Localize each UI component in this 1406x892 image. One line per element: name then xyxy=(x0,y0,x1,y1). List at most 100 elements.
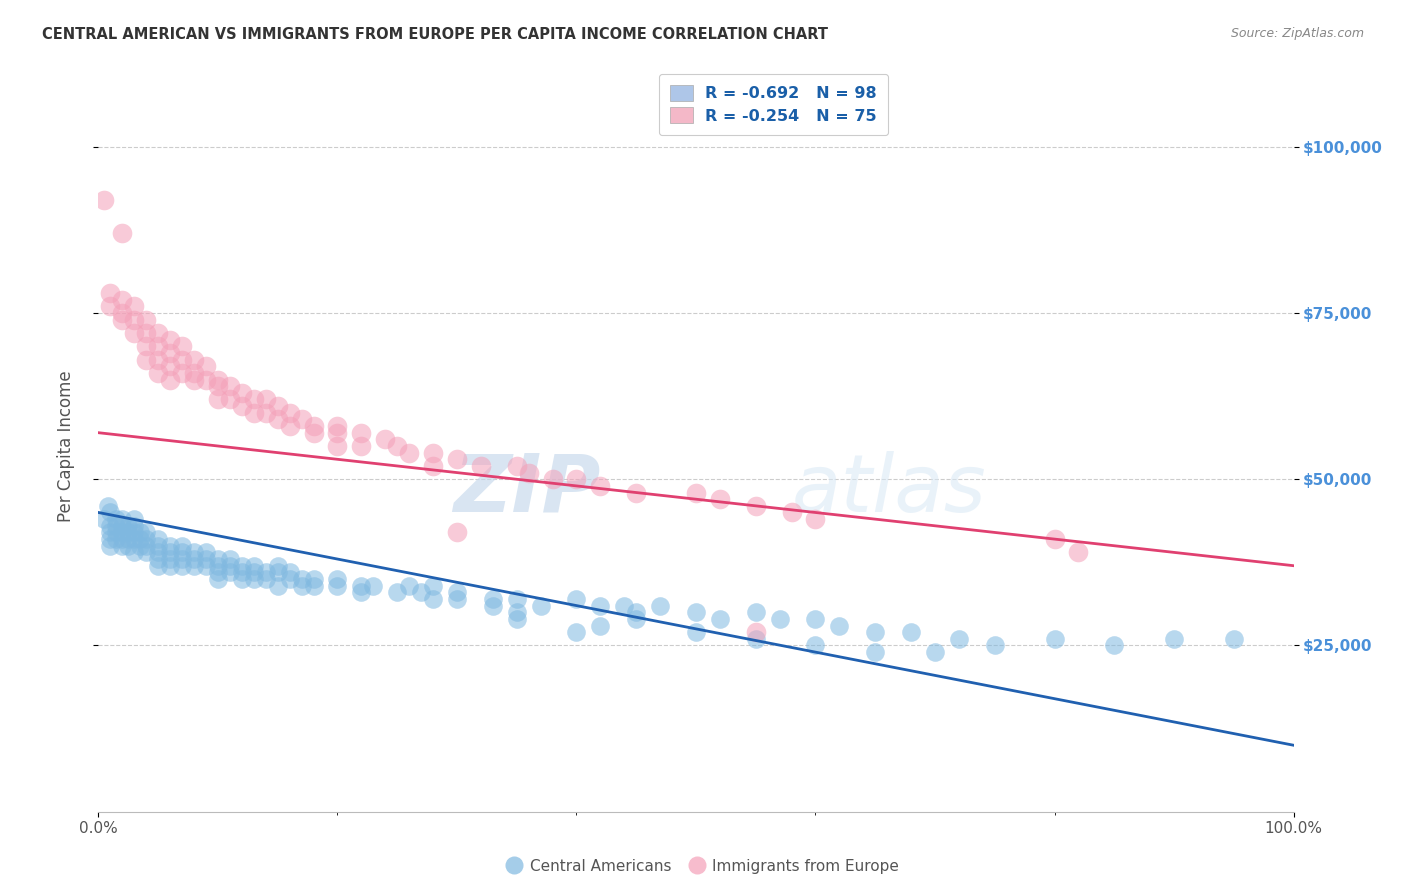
Point xyxy=(900,625,922,640)
Point xyxy=(446,591,468,606)
Point xyxy=(411,585,433,599)
Point xyxy=(183,545,205,559)
Point xyxy=(219,558,242,573)
Point xyxy=(135,532,157,546)
Point xyxy=(326,425,349,440)
Point xyxy=(159,346,181,360)
Point xyxy=(326,579,349,593)
Point xyxy=(135,312,157,326)
Point xyxy=(219,566,242,580)
Point xyxy=(98,506,122,520)
Point xyxy=(398,445,420,459)
Point xyxy=(613,599,636,613)
Point xyxy=(363,579,385,593)
Point xyxy=(135,539,157,553)
Legend: Central Americans, Immigrants from Europe: Central Americans, Immigrants from Europ… xyxy=(501,853,905,880)
Point xyxy=(267,399,290,413)
Point xyxy=(124,525,146,540)
Point xyxy=(117,518,139,533)
Point xyxy=(111,512,134,526)
Point xyxy=(470,458,492,473)
Point xyxy=(172,558,194,573)
Point xyxy=(446,585,468,599)
Point xyxy=(124,299,146,313)
Point xyxy=(948,632,970,646)
Point xyxy=(530,599,553,613)
Point xyxy=(117,532,139,546)
Point xyxy=(219,552,242,566)
Point xyxy=(1043,632,1066,646)
Point xyxy=(446,452,468,467)
Point xyxy=(278,419,301,434)
Point xyxy=(172,352,194,367)
Point xyxy=(93,512,115,526)
Point xyxy=(117,539,139,553)
Point xyxy=(183,558,205,573)
Point xyxy=(98,532,122,546)
Point xyxy=(626,485,648,500)
Point xyxy=(172,552,194,566)
Point xyxy=(385,439,409,453)
Point xyxy=(745,499,768,513)
Point xyxy=(984,639,1007,653)
Point xyxy=(1163,632,1185,646)
Point xyxy=(506,591,529,606)
Point xyxy=(291,579,314,593)
Point xyxy=(124,545,146,559)
Point xyxy=(231,385,253,400)
Point xyxy=(1067,545,1090,559)
Point xyxy=(685,625,707,640)
Point xyxy=(148,366,170,380)
Point xyxy=(302,572,325,586)
Point xyxy=(685,485,707,500)
Point xyxy=(111,226,134,240)
Text: Source: ZipAtlas.com: Source: ZipAtlas.com xyxy=(1230,27,1364,40)
Point xyxy=(219,392,242,407)
Point xyxy=(1104,639,1126,653)
Point xyxy=(148,539,170,553)
Point xyxy=(183,372,205,386)
Point xyxy=(589,599,612,613)
Point xyxy=(924,645,946,659)
Point xyxy=(105,525,128,540)
Point xyxy=(709,492,731,507)
Point xyxy=(626,605,648,619)
Point xyxy=(231,399,253,413)
Point xyxy=(135,545,157,559)
Point xyxy=(865,625,887,640)
Point xyxy=(172,339,194,353)
Point xyxy=(350,439,373,453)
Point xyxy=(243,572,266,586)
Point xyxy=(98,518,122,533)
Point xyxy=(804,639,827,653)
Point xyxy=(626,612,648,626)
Point xyxy=(98,299,122,313)
Point xyxy=(111,293,134,307)
Point xyxy=(565,472,588,486)
Point xyxy=(243,566,266,580)
Point xyxy=(148,545,170,559)
Point xyxy=(385,585,409,599)
Text: atlas: atlas xyxy=(792,450,987,529)
Point xyxy=(422,445,444,459)
Point xyxy=(135,352,157,367)
Point xyxy=(148,339,170,353)
Point xyxy=(422,458,444,473)
Point xyxy=(98,539,122,553)
Point xyxy=(302,425,325,440)
Point xyxy=(231,572,253,586)
Point xyxy=(159,333,181,347)
Point xyxy=(243,406,266,420)
Point xyxy=(267,412,290,426)
Point xyxy=(745,605,768,619)
Point xyxy=(111,539,134,553)
Point xyxy=(183,552,205,566)
Point xyxy=(207,379,229,393)
Point xyxy=(506,458,529,473)
Point xyxy=(129,532,152,546)
Point xyxy=(278,566,301,580)
Point xyxy=(267,558,290,573)
Point xyxy=(183,352,205,367)
Point xyxy=(148,352,170,367)
Point xyxy=(148,326,170,340)
